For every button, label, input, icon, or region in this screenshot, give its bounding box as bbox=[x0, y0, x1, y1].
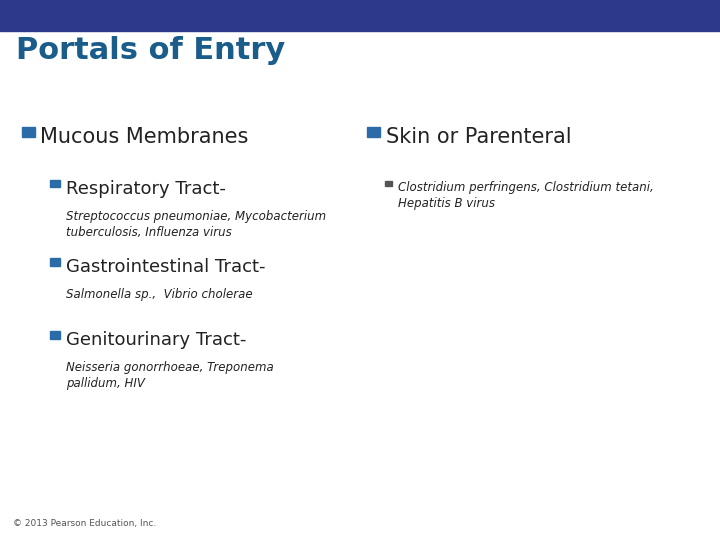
Bar bbox=[22, 127, 35, 137]
Bar bbox=[0, 0, 720, 31]
Text: Gastrointestinal Tract-: Gastrointestinal Tract- bbox=[66, 258, 266, 276]
Text: Mucous Membranes: Mucous Membranes bbox=[40, 127, 248, 147]
Bar bbox=[50, 258, 60, 266]
Bar bbox=[50, 331, 60, 339]
Text: Skin or Parenteral: Skin or Parenteral bbox=[386, 127, 572, 147]
Text: Salmonella sp.,  Vibrio cholerae: Salmonella sp., Vibrio cholerae bbox=[66, 288, 253, 301]
Text: © 2013 Pearson Education, Inc.: © 2013 Pearson Education, Inc. bbox=[13, 519, 156, 528]
Text: Portals of Entry: Portals of Entry bbox=[16, 36, 285, 65]
Text: Neisseria gonorrhoeae, Treponema
pallidum, HIV: Neisseria gonorrhoeae, Treponema pallidu… bbox=[66, 361, 274, 390]
Text: Streptococcus pneumoniae, Mycobacterium
tuberculosis, Influenza virus: Streptococcus pneumoniae, Mycobacterium … bbox=[66, 210, 326, 239]
Bar bbox=[385, 181, 392, 186]
Text: Clostridium perfringens, Clostridium tetani,
Hepatitis B virus: Clostridium perfringens, Clostridium tet… bbox=[398, 181, 654, 211]
Bar bbox=[50, 180, 60, 187]
Text: Genitourinary Tract-: Genitourinary Tract- bbox=[66, 331, 247, 349]
Text: Respiratory Tract-: Respiratory Tract- bbox=[66, 180, 226, 198]
Bar bbox=[367, 127, 380, 137]
